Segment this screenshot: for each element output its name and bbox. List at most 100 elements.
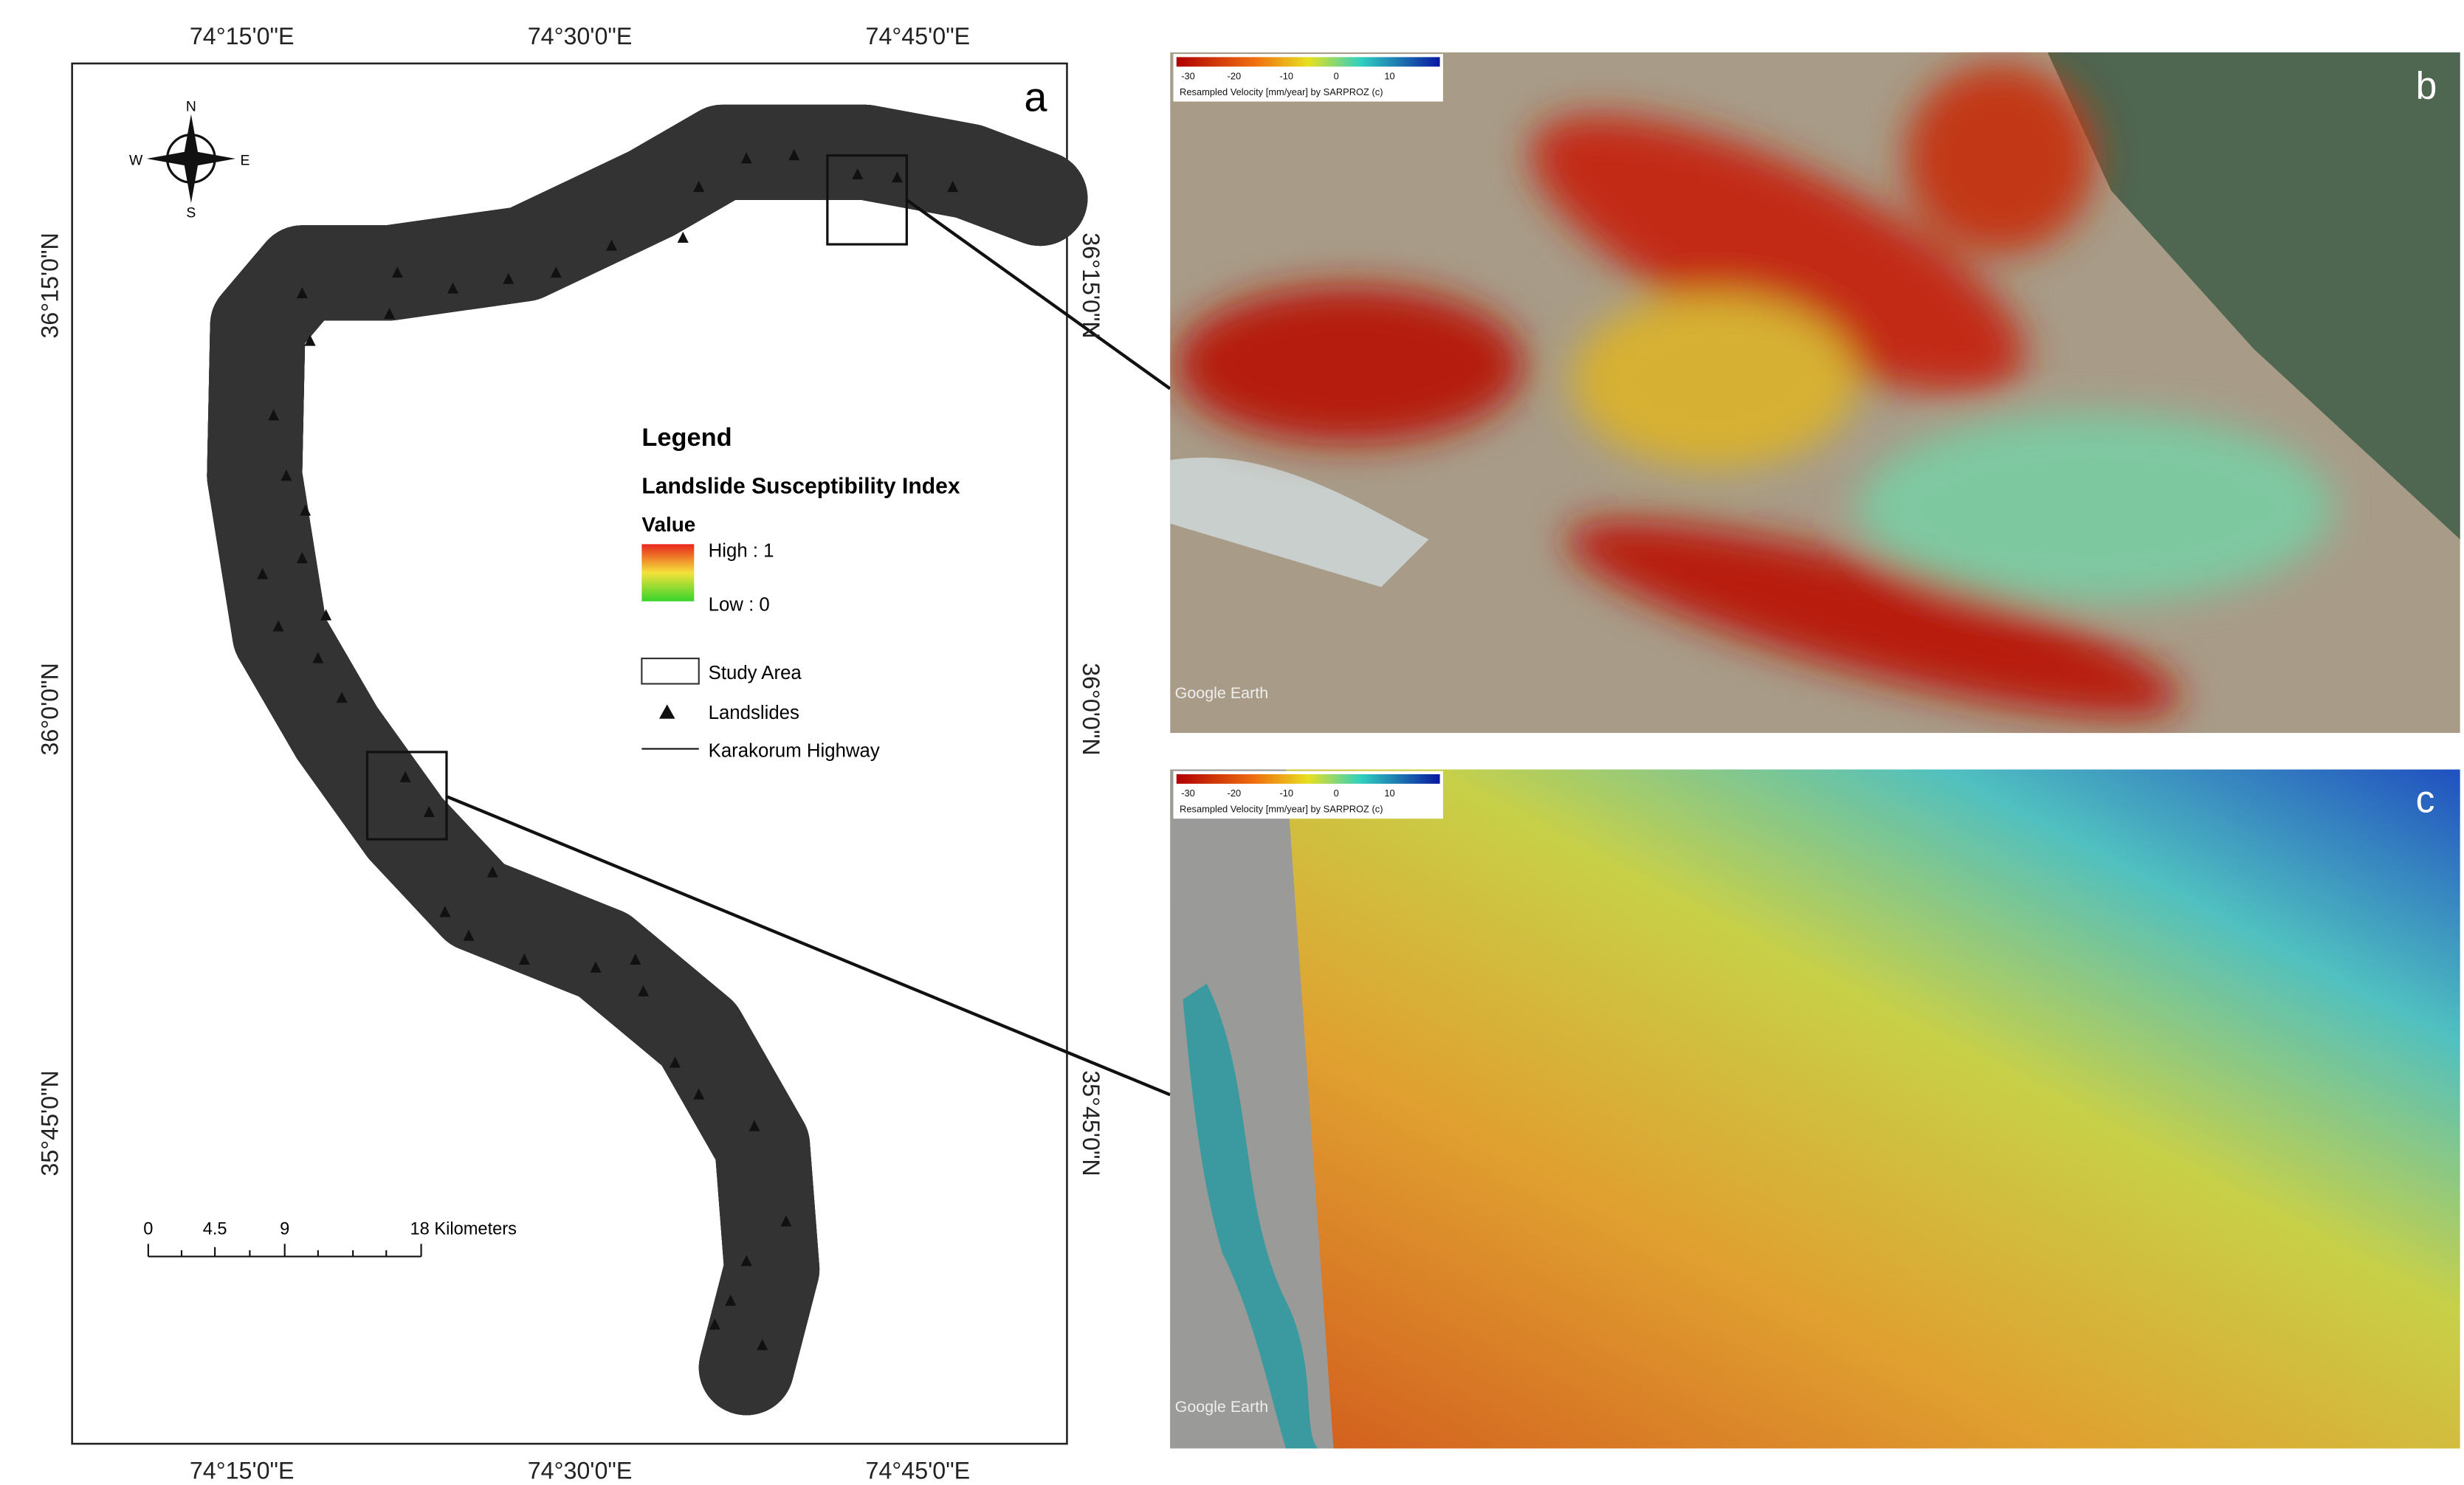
velocity-cloud — [1174, 63, 2333, 717]
legend-item: Landslides — [709, 703, 799, 723]
landslide — [740, 1255, 752, 1267]
landslide — [439, 906, 451, 917]
legend-title: Legend — [641, 424, 732, 452]
panel-a: a N S E W 74°15'0"E 74°30'0"E 74°45'0"E … — [36, 23, 1171, 1484]
legend-value: Value — [641, 513, 695, 536]
landslide — [852, 168, 864, 179]
landslide — [669, 1056, 681, 1068]
scale-label: 9 — [280, 1219, 289, 1238]
lon-label: 74°15'0"E — [190, 23, 295, 49]
lat-label: 35°45'0"N — [1078, 1070, 1104, 1176]
scale-label: 4.5 — [203, 1219, 227, 1238]
landslide — [605, 239, 618, 251]
blob — [1174, 285, 1524, 444]
landslide — [757, 1339, 768, 1351]
vegetation — [2047, 52, 2460, 540]
colorbar-title: Resampled Velocity [mm/year] by SARPROZ … — [1180, 804, 1383, 815]
landslide — [780, 1215, 792, 1227]
landslide — [637, 985, 650, 996]
landslide — [423, 805, 435, 818]
lat-label: 36°0'0"N — [1078, 663, 1104, 755]
landslide — [590, 961, 602, 973]
compass-w: W — [129, 153, 143, 169]
legend-item: Study Area — [709, 663, 802, 683]
landslide — [312, 652, 324, 664]
velocity-surface — [1170, 769, 2460, 1449]
lat-label: 36°15'0"N — [36, 232, 63, 338]
landslide — [384, 308, 396, 320]
scale-label: 0 — [143, 1219, 153, 1238]
legend-landslide — [659, 704, 675, 719]
landslide — [281, 469, 292, 481]
landslide — [304, 334, 316, 346]
colorbar-tick: -10 — [1279, 788, 1293, 799]
colorbar-tick: 10 — [1384, 788, 1394, 799]
landslide — [550, 266, 562, 278]
colorbar-tick: 0 — [1334, 70, 1339, 81]
colorbar-title: Resampled Velocity [mm/year] by SARPROZ … — [1180, 86, 1383, 97]
colorbar-tick: -20 — [1228, 70, 1242, 81]
blob — [1572, 293, 1857, 469]
colorbar-tick: 10 — [1384, 70, 1394, 81]
river — [1170, 458, 1429, 588]
landslide — [503, 272, 515, 284]
legend-study-area — [641, 657, 700, 685]
landslide — [947, 181, 959, 193]
compass: N S E W — [129, 98, 250, 221]
colorbar-tick: -30 — [1181, 70, 1195, 81]
lat-label: 36°15'0"N — [1078, 232, 1104, 338]
watermark: Google Earth — [1175, 684, 1269, 702]
landslide — [257, 568, 269, 579]
landslide — [336, 692, 348, 703]
colorbar — [1176, 773, 1440, 784]
landslide — [788, 149, 800, 161]
compass-e: E — [241, 153, 250, 169]
landslide — [463, 929, 475, 941]
valley — [1170, 769, 1334, 1449]
legend-subtitle: Landslide Susceptibility Index — [641, 475, 960, 499]
colorbar-tick: -10 — [1279, 70, 1293, 81]
landslide — [486, 866, 498, 878]
blob — [1904, 63, 2096, 254]
lon-label: 74°45'0"E — [866, 1457, 971, 1484]
panel-label: c — [2416, 778, 2435, 821]
landslide — [399, 771, 411, 782]
panel-label: b — [2416, 63, 2437, 106]
colorbar-tick: -20 — [1228, 788, 1242, 799]
legend-item: Karakorum Highway — [709, 740, 880, 761]
landslide — [447, 282, 459, 294]
blob — [1856, 412, 2333, 603]
compass-s: S — [186, 204, 196, 221]
river — [1183, 983, 1318, 1449]
landslide — [693, 1088, 705, 1100]
scale-bar: 0 4.5 9 18 Kilometers — [143, 1219, 517, 1258]
lon-label: 74°30'0"E — [528, 23, 633, 49]
compass-star — [146, 114, 236, 204]
scale-line — [147, 1244, 422, 1258]
panel-label: a — [1024, 73, 1047, 120]
connector — [906, 199, 1171, 390]
colorbar-tick: 0 — [1334, 788, 1339, 799]
lat-label: 36°0'0"N — [36, 663, 63, 755]
landslide — [300, 504, 312, 516]
landslide — [630, 953, 641, 965]
legend-ramp — [641, 544, 695, 602]
landslide — [320, 609, 332, 621]
blob — [1566, 520, 2181, 717]
landslide — [296, 287, 308, 299]
legend-high: High : 1 — [709, 541, 774, 562]
colorbar — [1176, 57, 1440, 67]
lon-label: 74°15'0"E — [190, 1457, 295, 1484]
blob — [1530, 114, 2026, 393]
landslide — [891, 171, 903, 183]
legend: Legend Landslide Susceptibility Index Va… — [641, 424, 960, 761]
compass-n: N — [186, 98, 196, 114]
watermark: Google Earth — [1175, 1398, 1269, 1416]
landslide — [518, 953, 530, 965]
landslide — [272, 620, 284, 632]
landslide — [709, 1318, 720, 1330]
zoom-box-c — [365, 751, 448, 841]
scale-label: 18 Kilometers — [410, 1219, 517, 1238]
